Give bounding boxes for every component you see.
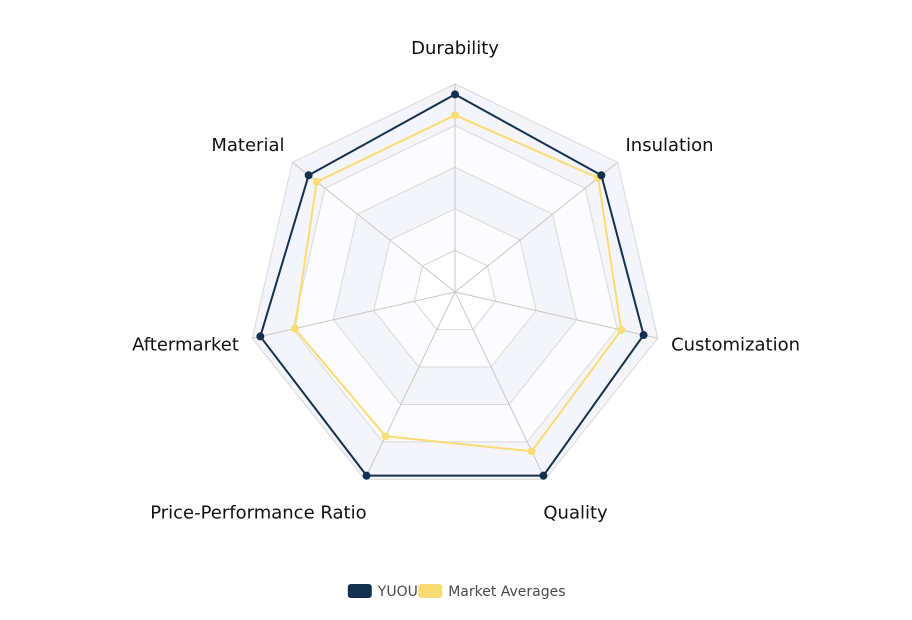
- axis-label: Material: [211, 135, 284, 156]
- data-point-yuou[interactable]: [362, 471, 371, 480]
- axis-label: Durability: [411, 38, 499, 59]
- data-point-market-averages[interactable]: [617, 325, 626, 334]
- data-point-market-averages[interactable]: [451, 111, 459, 120]
- data-point-market-averages[interactable]: [290, 324, 299, 333]
- series-line-yuou: [259, 93, 645, 477]
- axis-spoke: [454, 161, 618, 293]
- radar-series: [256, 90, 648, 480]
- data-point-yuou[interactable]: [304, 171, 313, 180]
- axis-label: Quality: [543, 503, 608, 524]
- axis-label: Aftermarket: [132, 335, 239, 356]
- data-point-yuou[interactable]: [256, 332, 265, 341]
- data-point-yuou[interactable]: [539, 471, 548, 480]
- data-point-market-averages[interactable]: [312, 177, 321, 186]
- legend-item-yuou[interactable]: YUOU: [347, 584, 418, 600]
- data-point-market-averages[interactable]: [527, 447, 536, 456]
- axis-spoke: [252, 291, 456, 339]
- data-point-yuou[interactable]: [639, 331, 648, 340]
- legend-swatch: [418, 584, 443, 598]
- radar-grid: [251, 83, 659, 480]
- axis-label: Price-Performance Ratio: [150, 503, 366, 524]
- legend-swatch: [347, 584, 372, 598]
- legend-item-market-averages[interactable]: Market Averages: [418, 584, 566, 600]
- axis-label: Customization: [671, 335, 800, 356]
- legend[interactable]: YUOU Market Averages: [347, 584, 566, 600]
- data-point-yuou[interactable]: [451, 90, 459, 99]
- axis-labels: Durability Insulation Customization Quality…: [132, 38, 800, 524]
- data-point-market-averages[interactable]: [381, 432, 390, 441]
- data-point-yuou[interactable]: [597, 171, 606, 180]
- axis-label: Insulation: [626, 135, 714, 156]
- axis-spoke: [364, 291, 456, 480]
- legend-label: YUOU: [377, 584, 418, 600]
- series-line-market-averages: [293, 114, 623, 453]
- legend-label: Market Averages: [448, 584, 565, 600]
